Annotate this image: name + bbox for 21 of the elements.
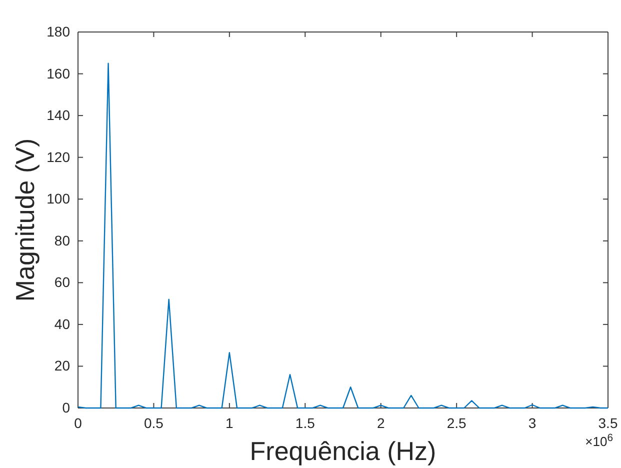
y-tick-label: 60 [54, 274, 70, 290]
y-tick-label: 160 [46, 65, 70, 82]
x-tick-label: 3.5 [598, 414, 618, 431]
x-tick-label: 0.5 [144, 414, 164, 431]
x-tick-label: 1.5 [295, 414, 316, 431]
text: ×10$^{6}$ [585, 432, 614, 449]
x-tick-label: 2.5 [446, 414, 467, 431]
y-tick-label: 100 [46, 190, 70, 207]
y-tick-label: 40 [54, 316, 70, 332]
x-tick-label: 2 [376, 414, 385, 431]
y-tick-label: 20 [54, 358, 70, 374]
y-tick-label: 80 [54, 232, 70, 248]
x-tick-label: 0 [74, 414, 82, 431]
y-tick-label: 120 [46, 148, 70, 165]
x-tick-label: 3 [528, 414, 536, 431]
y-tick-label: 180 [46, 23, 70, 40]
y-tick-label: 0 [62, 399, 70, 416]
y-axis-title: Magnitude (V) [10, 138, 40, 302]
x-tick-label: 1 [226, 414, 234, 431]
x-axis-title: Frequência (Hz) [250, 436, 436, 466]
y-tick-label: 140 [46, 107, 70, 124]
